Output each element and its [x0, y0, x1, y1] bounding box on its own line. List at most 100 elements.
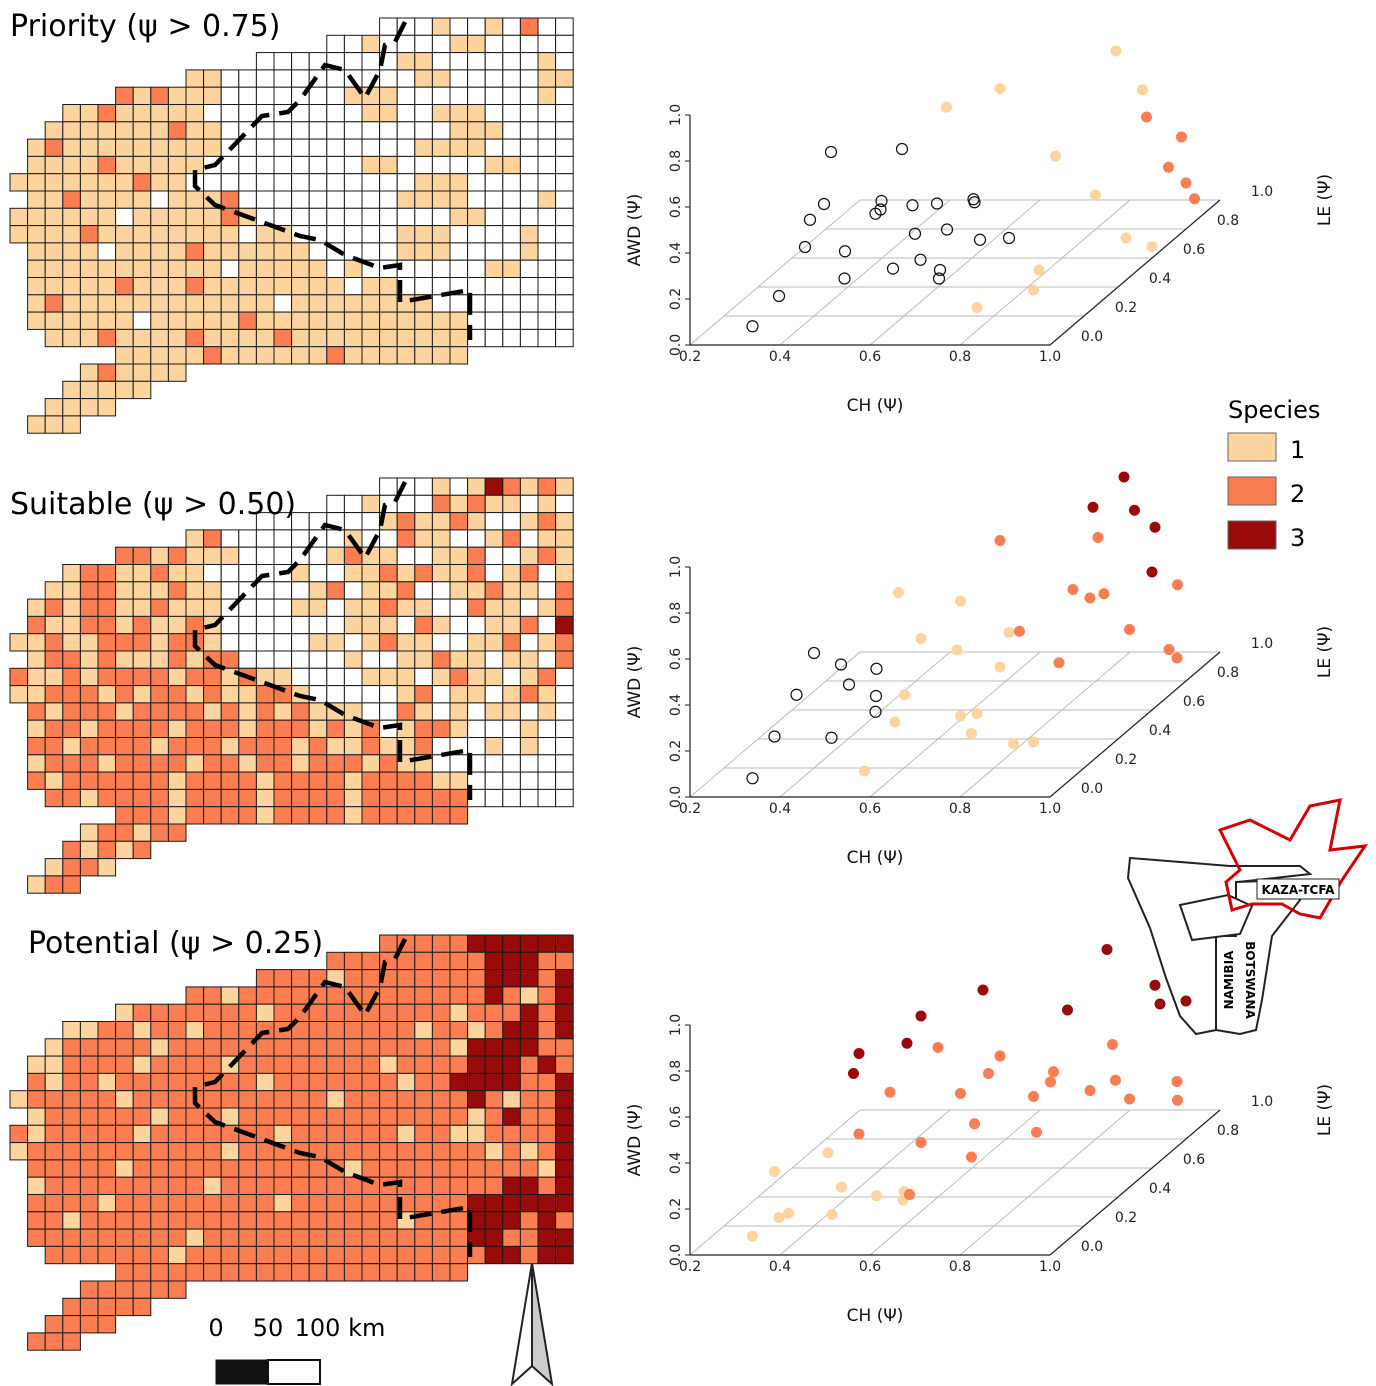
map-cell [115, 1142, 134, 1161]
map-cell [79, 311, 99, 330]
map-cell [62, 1297, 81, 1317]
map-cell [79, 702, 99, 721]
map-cell [467, 1055, 486, 1074]
map-cell [502, 1211, 521, 1230]
map-cell [308, 1245, 328, 1265]
map-cell [467, 512, 486, 531]
map-cell [44, 121, 64, 140]
map-cell [167, 155, 187, 175]
point [915, 1137, 927, 1148]
map-cell [255, 173, 275, 192]
point [1101, 944, 1113, 955]
y-tick-label: 0.4 [668, 242, 684, 264]
map-cell [150, 121, 169, 140]
map-cell [343, 771, 363, 790]
map-cell [414, 546, 433, 565]
map-cell [431, 52, 451, 71]
map-cell [343, 34, 363, 54]
map-cell [308, 719, 328, 739]
map-cell [220, 1159, 240, 1178]
map-cell [502, 259, 521, 279]
map-cell [555, 1176, 574, 1196]
map-cell [203, 86, 222, 105]
map-cell [326, 1211, 345, 1230]
map-cell [115, 633, 134, 652]
map-cell [255, 311, 275, 330]
map-cell [167, 86, 187, 105]
map-cell [379, 771, 398, 790]
point [1129, 504, 1140, 516]
map-cell [44, 1245, 64, 1265]
map-cell [449, 529, 469, 548]
map-cell [379, 277, 398, 296]
map-cell [519, 615, 539, 635]
map-cell [396, 173, 416, 192]
map-cell [291, 242, 310, 261]
map-cell [167, 581, 187, 600]
map-cell [44, 225, 64, 244]
map-cell [132, 754, 152, 773]
map-cell [238, 615, 257, 635]
map-cell [449, 121, 469, 140]
map-cell [255, 328, 275, 348]
point [1084, 1085, 1096, 1096]
map-cell [9, 1142, 29, 1161]
scale-bar [267, 1359, 321, 1385]
map-cell [379, 934, 398, 953]
map-cell [537, 615, 557, 635]
map-cell [431, 1159, 451, 1178]
map-cell [185, 207, 205, 227]
map-cell [27, 771, 46, 790]
map-title: Priority (ψ > 0.75) [10, 9, 281, 44]
map-cell [519, 207, 539, 227]
map-cell [79, 823, 99, 842]
map-cell [519, 494, 539, 514]
map-cell [555, 702, 574, 721]
map-cell [396, 1142, 416, 1161]
map-cell [132, 346, 152, 365]
map: Potential (ψ > 0.25) [9, 926, 574, 1351]
map-cell [150, 806, 169, 825]
map-cell [97, 225, 117, 244]
z-tick-label: 0.2 [1115, 752, 1137, 768]
map-cell [238, 737, 257, 756]
map-cell [62, 633, 81, 652]
map-cell [62, 259, 81, 279]
map-cell [414, 771, 433, 790]
map-cell [97, 754, 117, 773]
map-cell [519, 34, 539, 54]
map-cell [414, 86, 433, 105]
map-cell [449, 294, 469, 313]
map-cell [519, 951, 539, 971]
map-cell [150, 564, 169, 583]
map-cell [519, 277, 539, 296]
x-tick-label: 0.4 [769, 801, 791, 817]
map-cell [343, 1245, 363, 1265]
map-cell [308, 1263, 328, 1282]
map-cell [238, 806, 257, 825]
map-cell [308, 138, 328, 157]
map-cell [291, 207, 310, 227]
map-cell [379, 581, 398, 600]
map-cell [273, 986, 293, 1005]
map-cell [150, 581, 169, 600]
map-cell [326, 581, 345, 600]
map-cell [185, 1142, 205, 1161]
y-axis-label: AWD (Ψ) [625, 194, 645, 267]
map-cell [537, 969, 557, 988]
map-cell [9, 225, 29, 244]
point [1141, 111, 1152, 123]
map-cell [537, 581, 557, 600]
map-cell [79, 1245, 99, 1265]
map-cell [326, 1090, 345, 1109]
map-cell [132, 294, 152, 313]
map-cell [414, 277, 433, 296]
map-cell [27, 615, 46, 635]
map-cell [537, 52, 557, 71]
map-cell [150, 719, 169, 739]
map-cell [79, 380, 99, 400]
map-cell [79, 328, 99, 348]
point [977, 984, 989, 996]
map-cell [132, 1055, 152, 1074]
map-cell [62, 328, 81, 348]
